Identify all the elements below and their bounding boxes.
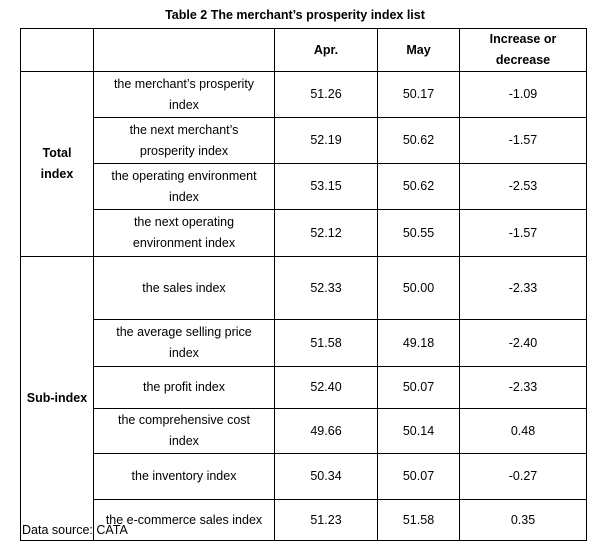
indicator-name-cell: the next operating environment index	[93, 209, 275, 257]
may-value: 50.55	[377, 209, 460, 257]
may-value: 50.07	[377, 366, 460, 409]
apr-value: 52.12	[274, 209, 378, 257]
indicator-name-cell: the merchant’s prosperity index	[93, 71, 275, 118]
may-value: 49.18	[377, 319, 460, 367]
indicator-name-line: index	[169, 346, 199, 360]
header-row: Apr. May Increase or decrease	[20, 28, 587, 72]
table-caption: Table 2 The merchant’s prosperity index …	[165, 8, 425, 22]
header-name-cell	[93, 28, 275, 72]
indicator-name-line: the operating environment	[111, 168, 257, 183]
header-change: Increase or decrease	[459, 28, 587, 72]
indicator-name-line: index	[169, 189, 199, 204]
table-row: the next merchant’s prosperity index 52.…	[21, 117, 587, 164]
table-row: the e-commerce sales index 51.23 51.58 0…	[21, 499, 587, 541]
may-value: 50.17	[377, 71, 460, 118]
table-row: the operating environment index 53.15 50…	[21, 163, 587, 210]
indicator-name-line: the merchant’s prosperity	[113, 76, 255, 91]
change-value: 0.48	[459, 408, 587, 454]
may-value: 50.62	[377, 117, 460, 164]
change-value: -2.40	[459, 319, 587, 367]
group-label-line: index	[40, 167, 74, 181]
may-value: 50.14	[377, 408, 460, 454]
indicator-name-cell: the inventory index	[93, 453, 275, 500]
apr-value: 52.33	[274, 256, 378, 320]
apr-value: 49.66	[274, 408, 378, 454]
table-row: the inventory index 50.34 50.07 -0.27	[21, 453, 587, 500]
change-value: -2.33	[459, 256, 587, 320]
apr-value: 51.58	[274, 319, 378, 367]
data-source-note: Data source: CATA	[22, 523, 128, 537]
change-value: -1.57	[459, 209, 587, 257]
indicator-name-cell: the next merchant’s prosperity index	[93, 117, 275, 164]
table-row: Sub-index the sales index 52.33 50.00 -2…	[20, 256, 587, 541]
table-row: the comprehensive cost index 49.66 50.14…	[21, 408, 587, 454]
change-value: -0.27	[459, 453, 587, 500]
indicator-name-line: the next operating	[133, 215, 235, 229]
header-group-cell	[20, 28, 94, 72]
indicator-name-cell: the comprehensive cost index	[93, 408, 275, 454]
indicator-name-cell: the profit index	[93, 366, 275, 409]
indicator-name-cell: the e-commerce sales index	[93, 499, 275, 541]
apr-value: 50.34	[274, 453, 378, 500]
indicator-name-line: index	[169, 97, 199, 112]
change-value: -1.57	[459, 117, 587, 164]
apr-value: 53.15	[274, 163, 378, 210]
header-apr: Apr.	[274, 28, 378, 72]
table-row: the average selling price index 51.58 49…	[21, 319, 587, 367]
change-value: -2.33	[459, 366, 587, 409]
apr-value: 51.26	[274, 71, 378, 118]
group-label-total: Total index	[20, 71, 94, 257]
group-label-line: Total	[42, 146, 72, 160]
table-row: the next operating environment index 52.…	[21, 209, 587, 257]
table-row: Total index the merchant’s prosperity in…	[20, 71, 587, 257]
indicator-name-cell: the average selling price index	[93, 319, 275, 367]
indicator-name-line: prosperity index	[139, 143, 229, 158]
change-value: 0.35	[459, 499, 587, 541]
header-may: May	[377, 28, 460, 72]
change-value: -1.09	[459, 71, 587, 118]
table-row: the profit index 52.40 50.07 -2.33	[21, 366, 587, 409]
indicator-name-line: the next merchant’s	[129, 122, 239, 137]
change-value: -2.53	[459, 163, 587, 210]
indicator-name-cell: the operating environment index	[93, 163, 275, 210]
indicator-name-line: environment index	[132, 236, 236, 250]
group-label-sub: Sub-index	[20, 256, 94, 541]
may-value: 50.00	[377, 256, 460, 320]
indicator-name-line: index	[169, 434, 199, 448]
apr-value: 52.40	[274, 366, 378, 409]
may-value: 51.58	[377, 499, 460, 541]
apr-value: 52.19	[274, 117, 378, 164]
prosperity-index-table: Apr. May Increase or decrease Total inde…	[20, 28, 587, 541]
may-value: 50.07	[377, 453, 460, 500]
indicator-name-line: the average selling price	[116, 325, 252, 339]
indicator-name-line: the comprehensive cost	[117, 413, 250, 427]
apr-value: 51.23	[274, 499, 378, 541]
indicator-name-cell: the sales index	[93, 256, 275, 320]
may-value: 50.62	[377, 163, 460, 210]
